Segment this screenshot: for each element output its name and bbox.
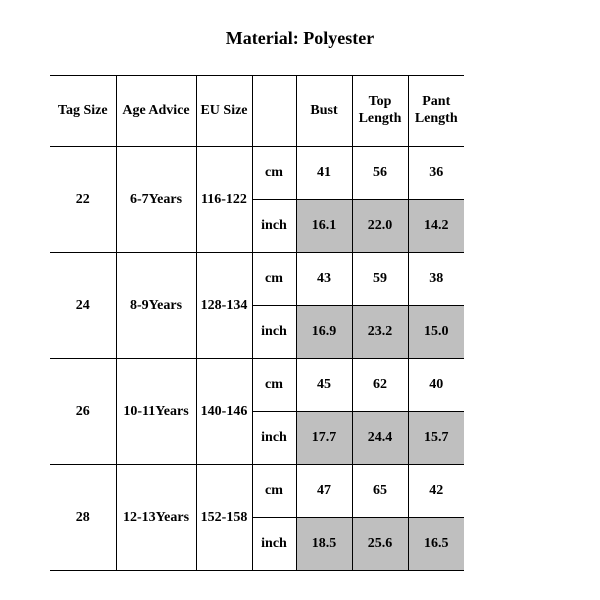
cell-age-advice: 6-7Years bbox=[116, 147, 196, 253]
cell-pant-length: 16.5 bbox=[408, 518, 464, 571]
col-header-pant-length: Pant Length bbox=[408, 76, 464, 147]
cell-bust: 41 bbox=[296, 147, 352, 200]
table-header-row: Tag Size Age Advice EU Size Bust Top Len… bbox=[50, 76, 464, 147]
cell-top-length: 65 bbox=[352, 465, 408, 518]
cell-eu-size: 128-134 bbox=[196, 253, 252, 359]
cell-pant-length: 40 bbox=[408, 359, 464, 412]
table-row: 26 10-11Years 140-146 cm 45 62 40 bbox=[50, 359, 464, 412]
cell-bust: 43 bbox=[296, 253, 352, 306]
cell-top-length: 22.0 bbox=[352, 200, 408, 253]
table-row: 24 8-9Years 128-134 cm 43 59 38 bbox=[50, 253, 464, 306]
cell-age-advice: 12-13Years bbox=[116, 465, 196, 571]
cell-tag-size: 22 bbox=[50, 147, 116, 253]
table-row: 28 12-13Years 152-158 cm 47 65 42 bbox=[50, 465, 464, 518]
col-header-eu-size: EU Size bbox=[196, 76, 252, 147]
cell-top-length: 59 bbox=[352, 253, 408, 306]
cell-top-length: 24.4 bbox=[352, 412, 408, 465]
cell-tag-size: 28 bbox=[50, 465, 116, 571]
cell-unit-cm: cm bbox=[252, 147, 296, 200]
cell-unit-cm: cm bbox=[252, 359, 296, 412]
cell-pant-length: 38 bbox=[408, 253, 464, 306]
size-chart-table: Tag Size Age Advice EU Size Bust Top Len… bbox=[50, 75, 464, 571]
cell-bust: 17.7 bbox=[296, 412, 352, 465]
col-header-age-advice: Age Advice bbox=[116, 76, 196, 147]
page: Material: Polyester Tag Size Age Advice … bbox=[0, 0, 600, 600]
cell-unit-inch: inch bbox=[252, 306, 296, 359]
cell-bust: 18.5 bbox=[296, 518, 352, 571]
cell-tag-size: 26 bbox=[50, 359, 116, 465]
cell-pant-length: 14.2 bbox=[408, 200, 464, 253]
cell-bust: 47 bbox=[296, 465, 352, 518]
cell-top-length: 56 bbox=[352, 147, 408, 200]
table-row: 22 6-7Years 116-122 cm 41 56 36 bbox=[50, 147, 464, 200]
col-header-unit bbox=[252, 76, 296, 147]
cell-pant-length: 15.7 bbox=[408, 412, 464, 465]
cell-age-advice: 10-11Years bbox=[116, 359, 196, 465]
cell-pant-length: 36 bbox=[408, 147, 464, 200]
cell-age-advice: 8-9Years bbox=[116, 253, 196, 359]
col-header-top-length: Top Length bbox=[352, 76, 408, 147]
page-title: Material: Polyester bbox=[0, 28, 600, 49]
col-header-bust: Bust bbox=[296, 76, 352, 147]
cell-bust: 16.9 bbox=[296, 306, 352, 359]
cell-bust: 45 bbox=[296, 359, 352, 412]
cell-unit-inch: inch bbox=[252, 200, 296, 253]
cell-top-length: 25.6 bbox=[352, 518, 408, 571]
cell-eu-size: 152-158 bbox=[196, 465, 252, 571]
cell-unit-inch: inch bbox=[252, 518, 296, 571]
cell-top-length: 62 bbox=[352, 359, 408, 412]
col-header-tag-size: Tag Size bbox=[50, 76, 116, 147]
cell-eu-size: 116-122 bbox=[196, 147, 252, 253]
cell-top-length: 23.2 bbox=[352, 306, 408, 359]
cell-unit-cm: cm bbox=[252, 465, 296, 518]
cell-unit-cm: cm bbox=[252, 253, 296, 306]
cell-tag-size: 24 bbox=[50, 253, 116, 359]
cell-eu-size: 140-146 bbox=[196, 359, 252, 465]
cell-bust: 16.1 bbox=[296, 200, 352, 253]
cell-unit-inch: inch bbox=[252, 412, 296, 465]
cell-pant-length: 15.0 bbox=[408, 306, 464, 359]
cell-pant-length: 42 bbox=[408, 465, 464, 518]
